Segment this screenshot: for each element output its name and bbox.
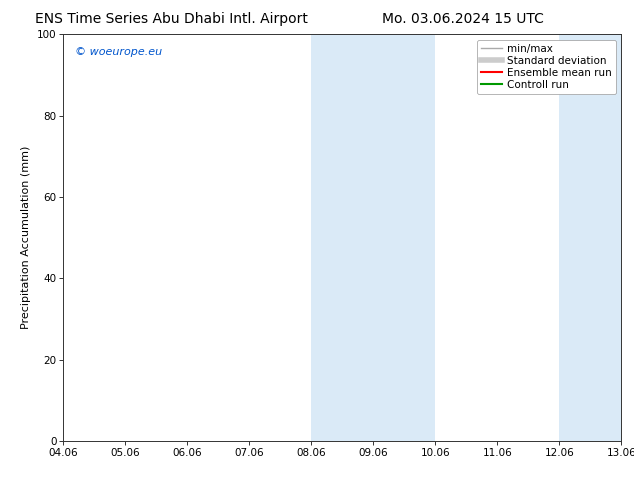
Legend: min/max, Standard deviation, Ensemble mean run, Controll run: min/max, Standard deviation, Ensemble me… <box>477 40 616 94</box>
Y-axis label: Precipitation Accumulation (mm): Precipitation Accumulation (mm) <box>22 146 31 329</box>
Bar <box>373 34 436 441</box>
Text: ENS Time Series Abu Dhabi Intl. Airport: ENS Time Series Abu Dhabi Intl. Airport <box>35 12 307 26</box>
Text: Mo. 03.06.2024 15 UTC: Mo. 03.06.2024 15 UTC <box>382 12 544 26</box>
Text: © woeurope.eu: © woeurope.eu <box>75 47 162 56</box>
Bar <box>559 34 590 441</box>
Bar <box>311 34 373 441</box>
Bar <box>590 34 621 441</box>
